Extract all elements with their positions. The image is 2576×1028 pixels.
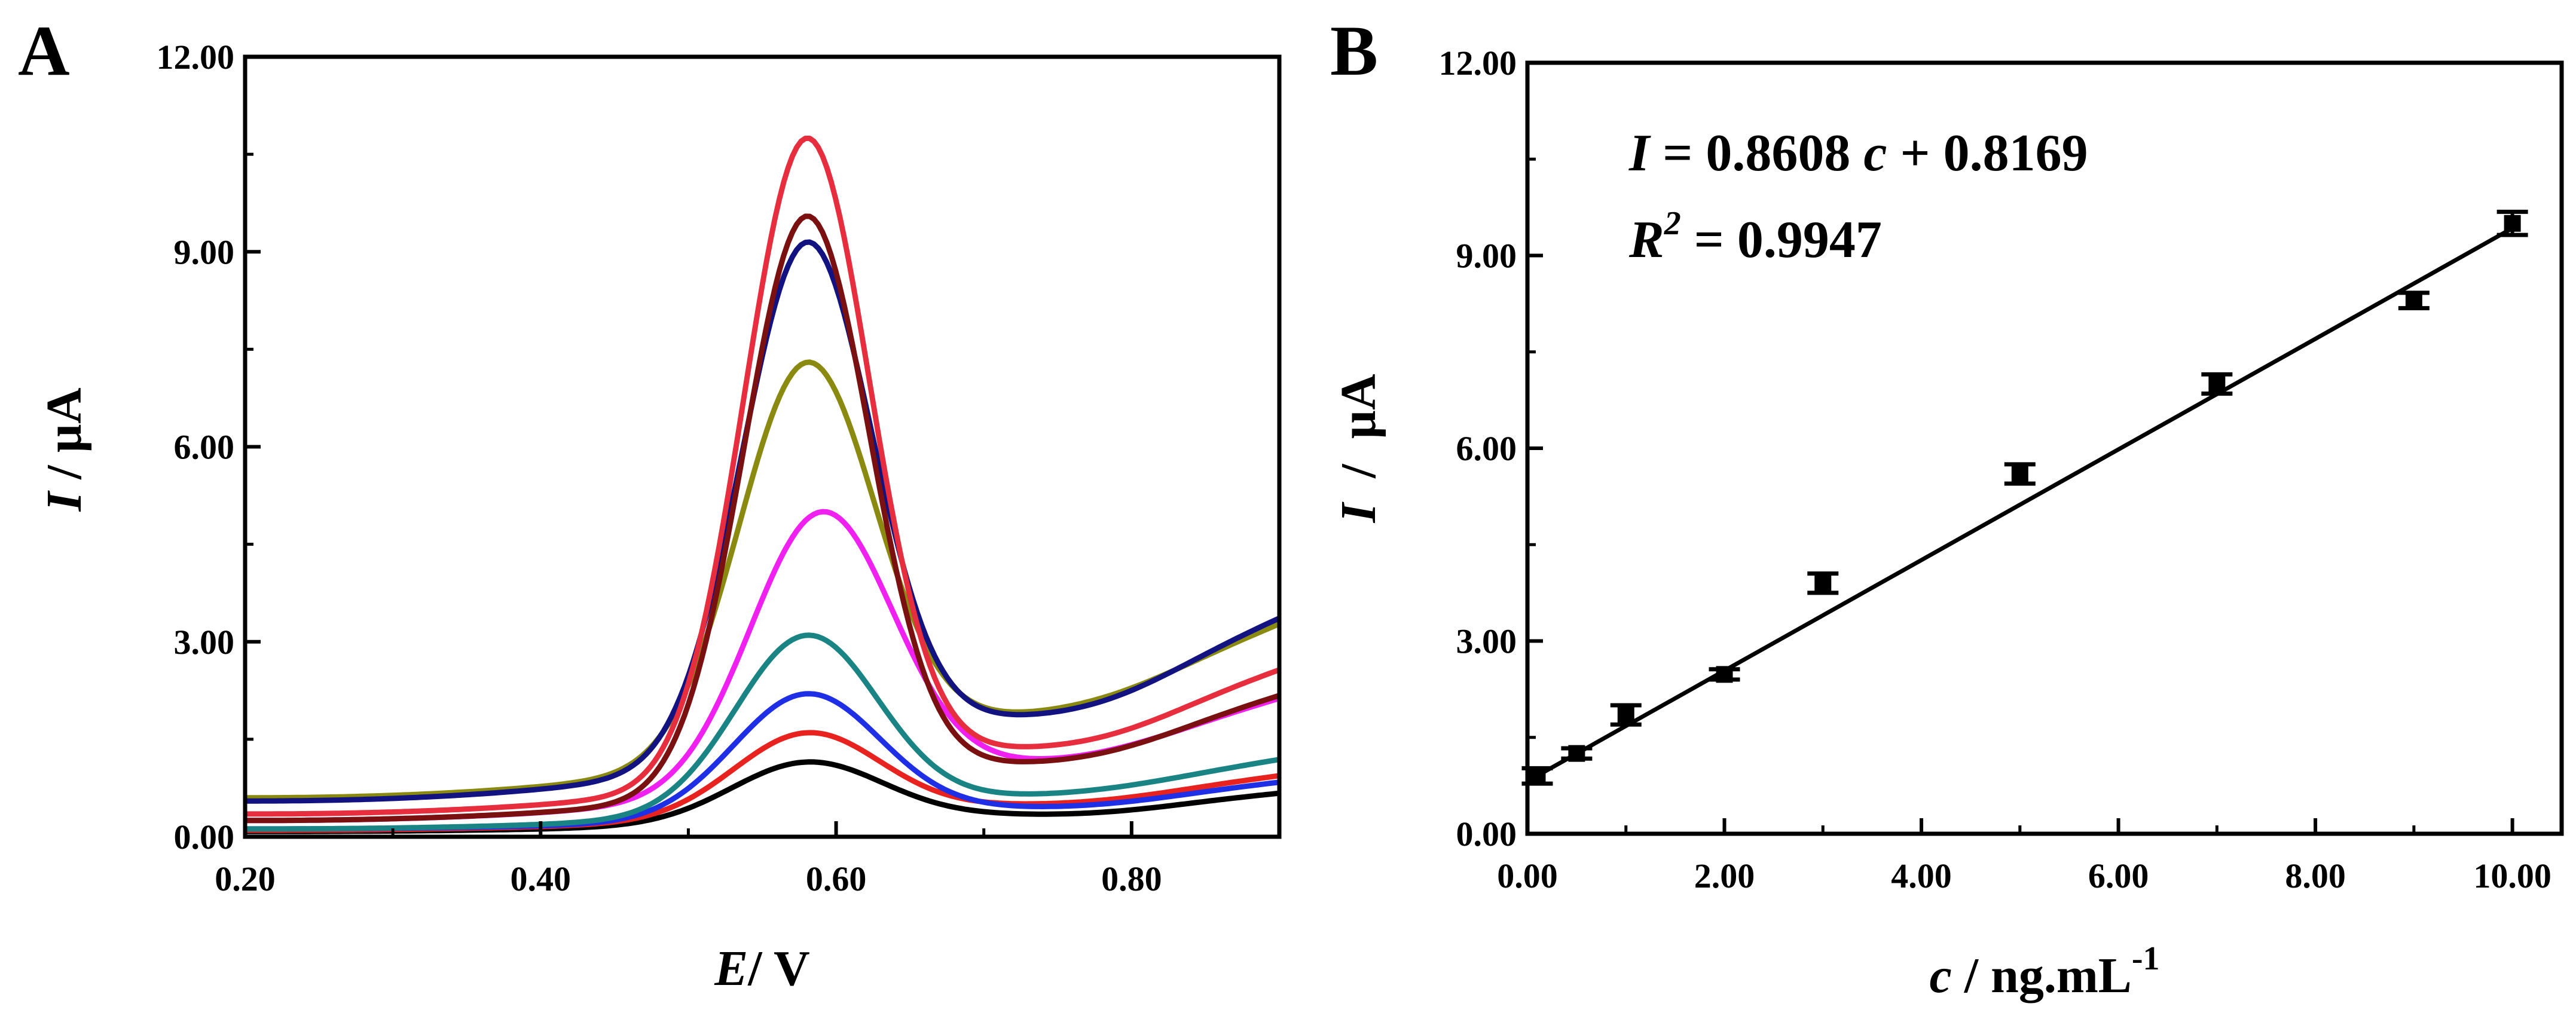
data-point — [1716, 666, 1733, 683]
curve-crimson — [245, 136, 1281, 817]
panel-a-x-tick-label: 0.20 — [215, 859, 276, 898]
panel-a-y-tick-label: 6.00 — [174, 428, 235, 467]
data-point — [1568, 745, 1585, 762]
panel-b-y-var: I — [1331, 501, 1386, 524]
fit-equation-var-i: I — [1628, 124, 1651, 182]
panel-a-letter: A — [18, 11, 70, 90]
panel-b-x-tick-label: 4.00 — [1891, 856, 1952, 895]
panel-a-y-tick-label: 9.00 — [174, 232, 235, 271]
data-point — [1617, 706, 1634, 724]
fit-line — [1536, 226, 2514, 778]
panel-b-y-unit: / µA — [1331, 374, 1386, 503]
panel-a-curves — [245, 136, 1281, 834]
panel-a-x-var: E — [714, 941, 748, 996]
panel-a-x-tick-label: 0.60 — [806, 859, 867, 898]
r-squared-sup: 2 — [1664, 205, 1681, 242]
panel-b-ticks — [1526, 61, 2514, 836]
panel-b-points — [1521, 209, 2528, 786]
panel-a-y-tick-label: 12.00 — [157, 38, 235, 77]
panel-a: A 0.20 0.40 0.60 0.800.003.006.009.0012.00 … — [18, 11, 1282, 996]
data-point — [2405, 292, 2422, 309]
fit-equation-var-c: c — [1863, 124, 1887, 182]
panel-a-y-tick-label: 3.00 — [174, 623, 235, 662]
r-squared: R2 = 0.9947 — [1628, 205, 1882, 269]
panel-a-x-tick-label: 0.40 — [511, 859, 572, 898]
panel-b-y-tick-label: 12.00 — [1439, 44, 1517, 82]
panel-a-y-axis-title: I / µA — [36, 387, 92, 512]
curve-olive — [245, 359, 1281, 801]
panel-a-x-tick-label: 0.80 — [1101, 859, 1162, 898]
panel-b-tick-labels: 0.00 2.00 4.00 6.00 8.00 10.00 0.00 3.00 6.00 9.0… — [1439, 44, 2551, 895]
data-point — [1814, 574, 1832, 592]
panel-b-x-tick-label: 10.00 — [2473, 856, 2551, 895]
r-squared-var: R — [1628, 211, 1664, 269]
r-squared-value: = 0.9947 — [1681, 211, 1882, 269]
panel-b-fit-line-group — [1536, 226, 2514, 778]
data-point — [1529, 767, 1546, 785]
data-point — [2504, 215, 2521, 232]
data-point — [2208, 375, 2226, 393]
panel-b-y-axis-title: I / µA — [1331, 374, 1386, 523]
panel-a-x-unit: / V — [747, 941, 809, 996]
panel-b-x-unit-sup: -1 — [2132, 940, 2160, 977]
panel-b-x-var: c — [1929, 948, 1951, 1003]
panel-b-x-tick-label: 2.00 — [1694, 856, 1755, 895]
panel-b-letter: B — [1330, 11, 1378, 90]
panel-a-tick-labels: 0.20 0.40 0.60 0.80 0.00 3.00 6.00 9.00 12.00 — [157, 38, 1162, 898]
curve-maroon — [245, 213, 1281, 824]
panel-b-x-unit: / ng.mL — [1952, 948, 2132, 1003]
panel-b-x-tick-label: 8.00 — [2285, 856, 2346, 895]
data-point — [2011, 466, 2028, 482]
panel-b-y-tick-label: 0.00 — [1456, 815, 1517, 853]
panel-a-x-axis-title: E/ V — [714, 941, 810, 996]
panel-b-x-tick-label: 0.00 — [1497, 856, 1558, 895]
panel-a-y-tick-label: 0.00 — [174, 818, 235, 856]
panel-a-y-unit: / µA — [36, 387, 92, 492]
panel-b: B 0.00 2.00 4.00 6.00 8.00 10.00 0.00 3.00 6.00 9… — [1330, 11, 2564, 1003]
panel-a-y-var: I — [36, 490, 92, 512]
panel-b-x-tick-label: 6.00 — [2088, 856, 2149, 895]
panel-b-y-tick-label: 3.00 — [1456, 622, 1517, 661]
fit-equation-intercept: + 0.8169 — [1887, 124, 2088, 182]
panel-b-y-tick-label: 9.00 — [1456, 237, 1517, 276]
panel-a-ticks — [243, 55, 1281, 839]
curve-teal — [245, 632, 1280, 832]
fit-equation-slope: = 0.8608 — [1649, 124, 1863, 182]
fit-equation: I = 0.8608 c + 0.8169 — [1628, 124, 2088, 182]
panel-b-x-axis-title: c / ng.mL-1 — [1929, 940, 2159, 1003]
panel-b-y-tick-label: 6.00 — [1456, 429, 1517, 468]
